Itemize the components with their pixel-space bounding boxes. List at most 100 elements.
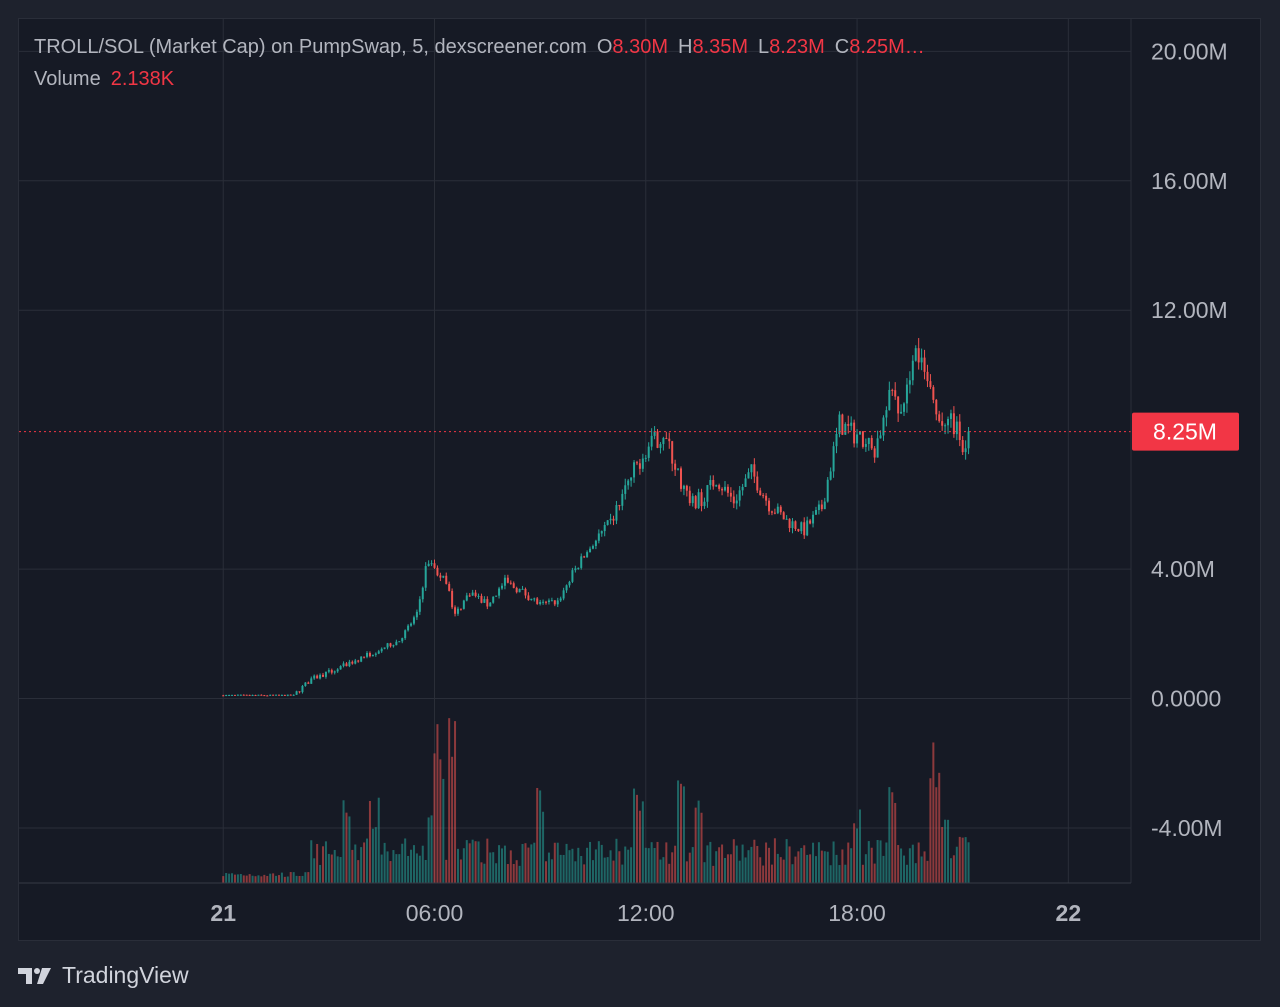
volume-bar [506, 864, 509, 883]
x-tick-label: 06:00 [406, 900, 464, 926]
candle-body [903, 403, 906, 412]
candle-body [459, 608, 462, 610]
symbol-title: TROLL/SOL (Market Cap) on PumpSwap, 5, d… [34, 36, 587, 58]
y-tick-label: 4.00M [1151, 556, 1215, 582]
candle-body [832, 446, 835, 472]
volume-bar [905, 864, 908, 883]
candle-body [788, 518, 791, 529]
volume-bar [222, 876, 225, 883]
volume-bar [747, 850, 750, 883]
candle-body [861, 431, 864, 447]
volume-bar [527, 847, 530, 883]
symbol-legend: TROLL/SOL (Market Cap) on PumpSwap, 5, d… [34, 36, 925, 59]
volume-bar [583, 864, 586, 883]
candle-body [741, 486, 744, 491]
candle-body [882, 417, 885, 436]
candle-body [495, 595, 498, 597]
volume-bar [791, 864, 794, 883]
volume-bar [879, 840, 882, 883]
candle-body [342, 663, 345, 667]
candle-body [958, 421, 961, 440]
candle-body [900, 411, 903, 414]
candle-body [853, 422, 856, 444]
price-chart[interactable]: 8.25M 20.00M 16.00M 12.00M 4.00M 0.0000 -4.00… [19, 19, 1262, 942]
candle-body [876, 438, 879, 458]
candle-body [527, 595, 530, 601]
volume-bar [679, 783, 682, 883]
volume-bar [251, 875, 254, 883]
candle-body [850, 422, 853, 426]
volume-bar [873, 863, 876, 883]
candle-body [330, 670, 333, 673]
volume-bar [870, 847, 873, 883]
volume-bar [618, 851, 621, 883]
candle-body [873, 448, 876, 458]
candle-body [439, 575, 442, 578]
candle-body [791, 521, 794, 529]
volume-bar [418, 855, 421, 883]
candle-body [222, 695, 225, 697]
candle-body [392, 645, 395, 647]
chart-frame[interactable]: 8.25M 20.00M 16.00M 12.00M 4.00M 0.0000 -4.00… [18, 18, 1261, 941]
volume-bar [500, 848, 503, 883]
candle-body [577, 567, 580, 569]
candle-body [486, 599, 489, 607]
volume-bar [612, 860, 615, 883]
high-value: 8.35M [692, 36, 749, 58]
volume-bar [697, 800, 700, 883]
volume-bar [694, 807, 697, 883]
volume-bar [322, 846, 325, 883]
volume-value: 2.138K [110, 68, 175, 90]
volume-bar [468, 843, 471, 883]
candle-body [530, 598, 533, 601]
candle-body [894, 390, 897, 397]
volume-bar [503, 845, 506, 883]
candle-body [289, 694, 292, 696]
candle-body [838, 414, 841, 434]
candle-body [366, 652, 369, 657]
candle-body [638, 463, 641, 469]
volume-bar [867, 841, 870, 883]
candle-body [841, 414, 844, 435]
candle-body [712, 479, 715, 487]
candle-body [492, 596, 495, 603]
candle-body [703, 501, 706, 507]
volume-bar [433, 753, 436, 883]
candle-body [363, 656, 366, 658]
volume-bar [371, 828, 374, 883]
candle-body [897, 396, 900, 414]
candle-body [911, 360, 914, 381]
candle-body [471, 592, 474, 596]
volume-bar [339, 857, 342, 883]
candle-body [465, 595, 468, 601]
candle-body [442, 575, 445, 578]
volume-bar [327, 853, 330, 883]
candle-body [553, 600, 556, 605]
candle-body [856, 434, 859, 444]
x-tick-label: 18:00 [828, 900, 886, 926]
volume-bar [750, 846, 753, 883]
candle-body [500, 585, 503, 589]
volume-bar [374, 827, 377, 883]
last-price-label: 8.25M [1153, 419, 1217, 445]
tradingview-watermark[interactable]: TradingView [18, 962, 189, 989]
candle-body [765, 495, 768, 501]
volume-bar [759, 857, 762, 883]
volume-bar [864, 854, 867, 883]
volume-bar [257, 875, 260, 883]
candle-body [436, 567, 439, 576]
candle-body [571, 570, 574, 582]
high-label: H [677, 36, 693, 58]
volume-bar [301, 875, 304, 883]
volume-bar [935, 787, 938, 883]
y-tick-label: 12.00M [1151, 297, 1228, 323]
volume-bar [823, 851, 826, 883]
candle-body [539, 601, 542, 604]
volume-bar [964, 837, 967, 883]
volume-bar [233, 874, 236, 883]
candle-body [474, 592, 477, 597]
volume-bar [489, 852, 492, 883]
candle-body [773, 512, 776, 514]
volume-bar [442, 778, 445, 883]
volume-bar [603, 857, 606, 883]
